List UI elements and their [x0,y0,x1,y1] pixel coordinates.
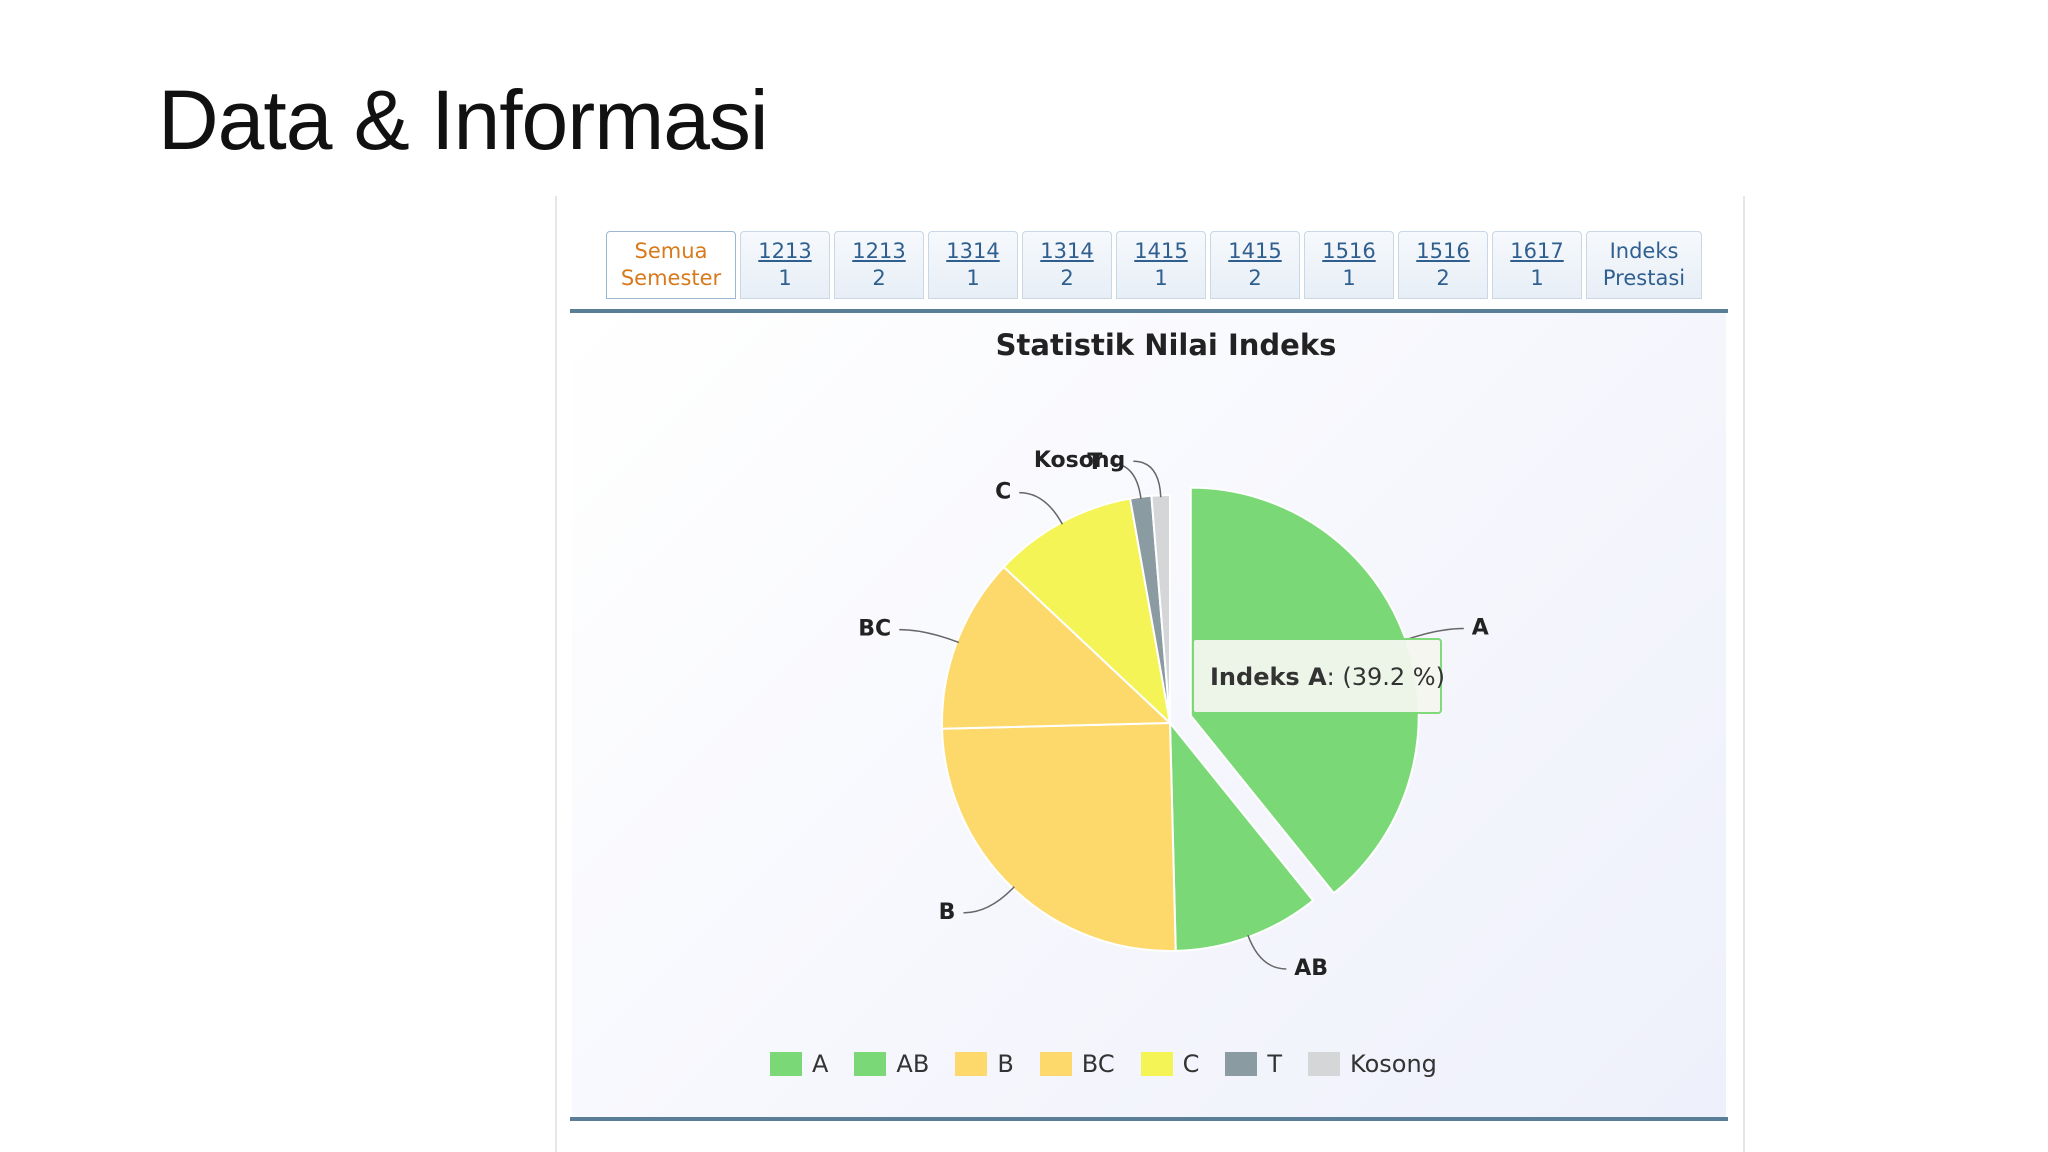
tab-label-line1: 1415 [1228,238,1282,263]
tab-label-line2: 1 [1530,266,1544,290]
legend-swatch [955,1052,988,1076]
tab-1314-1[interactable]: 1314 1 [928,231,1018,299]
legend-label: Kosong [1350,1050,1437,1078]
tab-label-line2: 1 [1154,266,1168,290]
tab-label-line2: 2 [1248,266,1262,290]
tab-1415-2[interactable]: 1415 2 [1210,231,1300,299]
legend-label: T [1267,1050,1283,1078]
pie-connector-ab [1247,934,1287,970]
tab-1516-1[interactable]: 1516 1 [1304,231,1394,299]
legend-swatch [1225,1052,1258,1076]
semester-tabs: Semua Semester 1213 1 1213 2 1314 1 1314… [606,231,1702,301]
tab-1415-1[interactable]: 1415 1 [1116,231,1206,299]
tab-semua-semester[interactable]: Semua Semester [606,231,736,299]
chart-title: Statistik Nilai Indeks [996,328,1337,362]
legend-item-a[interactable]: A [770,1050,828,1078]
tab-label-line2: Semester [620,266,722,290]
tab-label-line1: 1516 [1322,238,1376,263]
legend-swatch [1039,1052,1072,1076]
tab-1213-1[interactable]: 1213 1 [740,231,830,299]
pie-connector-bc [899,628,960,644]
legend-swatch [1140,1052,1173,1076]
tooltip-label: Indeks A [1210,663,1327,691]
pie-label-bc: BC [858,617,891,642]
pie-connector-kosong [1133,460,1162,498]
pie-connector-c [1019,491,1064,525]
pie-connector-t [1110,462,1142,499]
pie-label-b: B [939,900,956,925]
tab-1516-2[interactable]: 1516 2 [1398,231,1488,299]
tab-label-line2: 1 [966,266,980,290]
pie-slices [941,486,1420,952]
tab-1213-2[interactable]: 1213 2 [834,231,924,299]
legend-label: C [1182,1050,1200,1078]
tab-label-line1: 1213 [852,238,906,263]
tab-label-line1: 1516 [1416,238,1470,263]
pie-slice-b[interactable] [941,721,1177,952]
tab-indeks-prestasi[interactable]: Indeks Prestasi [1586,231,1702,299]
tab-label-line1: 1314 [946,238,1000,263]
legend-swatch [770,1052,802,1076]
legend-item-bc[interactable]: BC [1039,1050,1115,1078]
legend-item-t[interactable]: T [1225,1050,1282,1078]
pie-label-c: C [995,480,1011,505]
legend-item-c[interactable]: C [1140,1050,1200,1078]
tab-1314-2[interactable]: 1314 2 [1022,231,1112,299]
legend-label: A [812,1050,829,1078]
pie-connector-b [963,886,1015,914]
panel-bottom-border [570,1117,1728,1121]
tab-1617-1[interactable]: 1617 1 [1492,231,1582,299]
tooltip-box [1192,638,1442,714]
tooltip-value: : (39.2 %) [1327,663,1445,691]
slide-title: Data & Informasi [158,73,769,167]
legend-item-b[interactable]: B [955,1050,1014,1078]
tooltip-text: Indeks A: (39.2 %) [1210,663,1445,691]
legend-label: B [997,1050,1014,1078]
legend-swatch [1308,1052,1341,1076]
tab-label-line2: 1 [778,266,792,290]
tab-label-line2: 2 [872,266,886,290]
chart-legend: A AB B BC C T Kosong [770,1050,1437,1078]
chart-tooltip: Indeks A: (39.2 %) [1192,638,1445,714]
legend-label: BC [1081,1050,1115,1078]
tab-label-line1: 1213 [758,238,812,263]
tab-label-line2: 1 [1342,266,1356,290]
legend-item-kosong[interactable]: Kosong [1308,1050,1437,1078]
tab-label-line1: Semua [634,238,708,263]
legend-swatch [854,1052,887,1076]
tab-label-line2: 2 [1436,266,1450,290]
pie-label-t: T [1087,450,1102,475]
legend-item-ab[interactable]: AB [854,1050,929,1078]
pie-label-a: A [1472,615,1489,640]
tab-label-line1: 1415 [1134,238,1188,263]
pie-label-ab: AB [1294,956,1328,981]
tab-label-line2: Prestasi [1602,266,1686,290]
panel-top-border [570,309,1728,313]
tab-label-line1: 1314 [1040,238,1094,263]
pie-label-kosong: Kosong [1034,448,1125,473]
tab-label-line2: 2 [1060,266,1074,290]
legend-label: AB [896,1050,930,1078]
tab-label-line1: Indeks [1609,238,1679,263]
tab-label-line1: 1617 [1510,238,1564,263]
